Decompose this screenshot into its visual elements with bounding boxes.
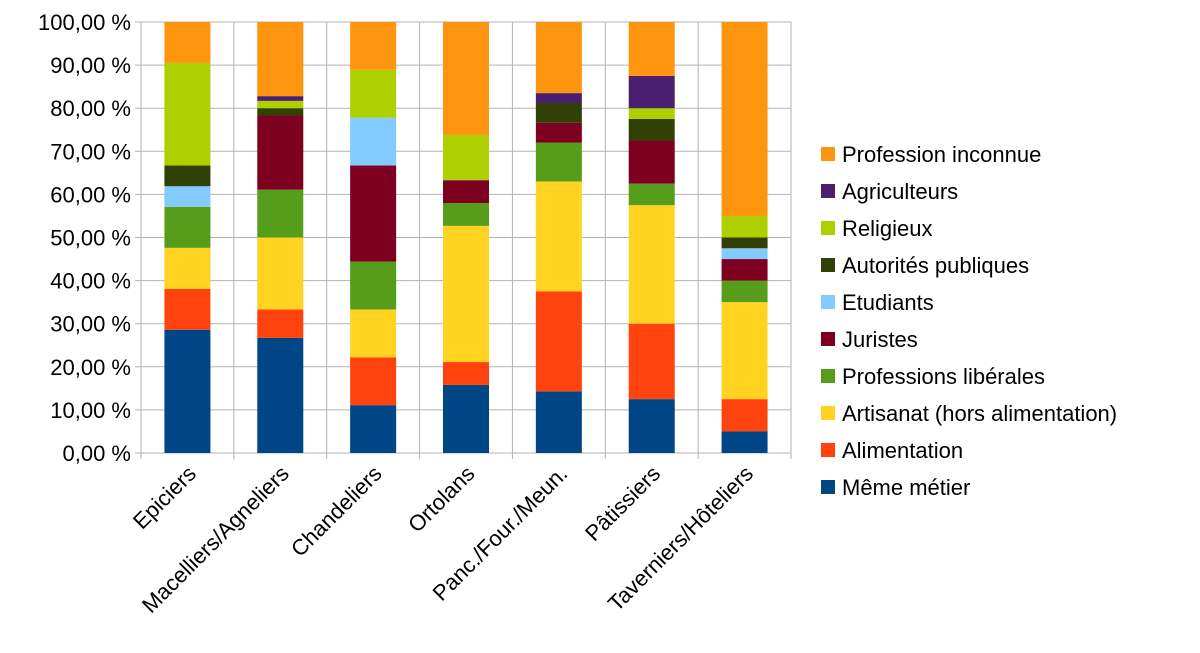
y-tick-label: 40,00 % <box>50 269 131 294</box>
legend-label: Etudiants <box>842 290 934 315</box>
bar-segment <box>350 117 397 166</box>
bar-segment <box>721 280 768 303</box>
bar-segment <box>443 180 489 204</box>
y-tick-label: 90,00 % <box>50 53 131 78</box>
y-tick-label: 80,00 % <box>50 96 131 121</box>
bar-segment <box>257 100 304 109</box>
y-tick-label: 20,00 % <box>50 355 131 380</box>
y-tick-label: 50,00 % <box>50 226 131 251</box>
bar-segment <box>443 134 489 181</box>
bar-segment <box>164 329 211 453</box>
bar-segment <box>350 405 397 453</box>
bar-segment <box>721 302 768 400</box>
legend-swatch <box>821 147 835 161</box>
bar-segment <box>721 431 768 453</box>
legend-label: Artisanat (hors alimentation) <box>842 401 1117 426</box>
bar-segment <box>443 22 489 135</box>
bar-segment <box>628 108 675 119</box>
bar-segment <box>721 237 768 249</box>
legend-swatch <box>821 369 835 383</box>
bar-segment <box>721 399 768 432</box>
bar-segment <box>535 22 582 94</box>
bar-segment <box>257 189 304 238</box>
bar-segment <box>721 215 768 238</box>
bar-segment <box>443 225 489 363</box>
bar-segment <box>535 122 582 143</box>
y-tick-label: 70,00 % <box>50 139 131 164</box>
legend-swatch <box>821 184 835 198</box>
bar-segment <box>535 291 582 392</box>
legend-swatch <box>821 480 835 494</box>
legend-swatch <box>821 443 835 457</box>
bar-segment <box>535 181 582 292</box>
bar-segment <box>443 362 489 385</box>
bar-segment <box>350 261 397 310</box>
y-tick-label: 30,00 % <box>50 312 131 337</box>
legend-swatch <box>821 258 835 272</box>
legend-swatch <box>821 406 835 420</box>
bar-segment <box>443 203 489 226</box>
bar-segment <box>535 142 582 182</box>
bar-segment <box>628 75 675 109</box>
x-tick-label: Epiciers <box>128 461 201 534</box>
bar-segment <box>350 69 397 118</box>
bar-segment <box>350 165 397 262</box>
bar-segment <box>628 118 675 141</box>
axes <box>135 21 792 459</box>
bar-segment <box>628 140 675 184</box>
bar-segment <box>535 391 582 453</box>
legend-label: Professions libérales <box>842 364 1045 389</box>
legend: Profession inconnue Agriculteurs Religieux… <box>821 142 1117 500</box>
bar-segment <box>164 62 211 166</box>
bar-segment <box>257 237 304 310</box>
bar-segment <box>443 384 489 453</box>
bar-segment <box>257 115 304 190</box>
bar-segment <box>164 186 211 207</box>
legend-swatch <box>821 221 835 235</box>
legend-swatch <box>821 295 835 309</box>
x-tick-label: Chandeliers <box>286 461 387 562</box>
bar-segment <box>350 22 397 70</box>
bar-segment <box>257 108 304 116</box>
x-tick-label: Ortolans <box>403 461 479 537</box>
bar-segment <box>257 22 304 97</box>
bar-segment <box>164 288 211 330</box>
bar-segment <box>257 337 304 453</box>
bar-segment <box>164 206 211 248</box>
x-tick-label: Pâtissiers <box>580 461 665 546</box>
bar-segment <box>164 22 211 63</box>
bar-segment <box>628 399 675 453</box>
legend-label: Profession inconnue <box>842 142 1041 167</box>
y-tick-label: 60,00 % <box>50 182 131 207</box>
bar-segment <box>628 22 675 76</box>
bar-segment <box>628 323 675 400</box>
bars <box>164 22 768 453</box>
y-tick-label: 10,00 % <box>50 398 131 423</box>
bar-segment <box>628 183 675 206</box>
bar-segment <box>350 357 397 406</box>
legend-label: Autorités publiques <box>842 253 1029 278</box>
bar-segment <box>257 309 304 338</box>
bar-segment <box>535 93 582 104</box>
legend-swatch <box>821 332 835 346</box>
bar-segment <box>721 248 768 260</box>
bar-segment <box>164 247 211 289</box>
bar-segment <box>721 22 768 216</box>
y-tick-label: 100,00 % <box>38 10 131 35</box>
y-axis-tick-labels: 0,00 % 10,00 % 20,00 % 30,00 % 40,00 % 50,00 … <box>38 10 131 466</box>
bar-segment <box>721 259 768 281</box>
bar-segment <box>164 165 211 187</box>
bar-segment <box>257 96 304 101</box>
legend-label: Religieux <box>842 216 933 241</box>
bar-segment <box>535 103 582 123</box>
legend-label: Juristes <box>842 327 918 352</box>
legend-label: Même métier <box>842 475 970 500</box>
bar-segment <box>350 309 397 358</box>
y-tick-label: 0,00 % <box>63 441 132 466</box>
legend-label: Alimentation <box>842 438 963 463</box>
bar-segment <box>628 205 675 324</box>
legend-label: Agriculteurs <box>842 179 958 204</box>
